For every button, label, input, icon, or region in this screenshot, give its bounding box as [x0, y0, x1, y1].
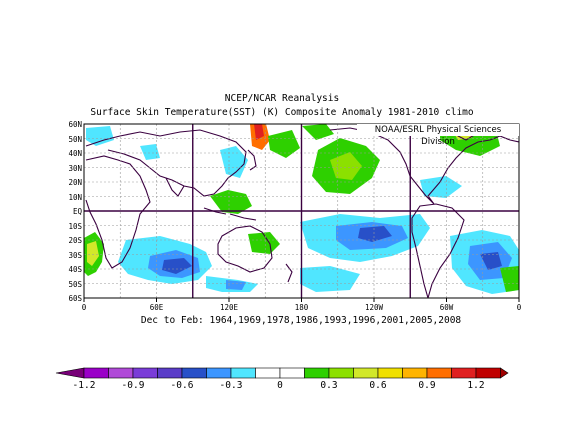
colorbar-swatch: [377, 367, 403, 379]
chart-title: NCEP/NCAR Reanalysis: [224, 93, 340, 104]
colorbar-label: -0.9: [121, 380, 145, 391]
lon-label: 180: [294, 303, 309, 312]
lon-label: 0: [81, 303, 87, 312]
anomaly-shading: [84, 124, 519, 294]
region-box-lines: [84, 124, 519, 298]
credit-label: NOAA/ESRL Physical Sciences Division: [357, 124, 519, 147]
lat-label: 60N: [68, 120, 82, 129]
colorbar-swatch: [328, 367, 354, 379]
colorbar-swatch: [83, 367, 109, 379]
colorbar-label: 0.3: [320, 380, 338, 391]
colorbar: [55, 367, 509, 379]
colorbar-swatch: [157, 367, 183, 379]
lat-label: 10S: [68, 222, 82, 231]
lon-label: 0: [516, 303, 522, 312]
lat-label: 60S: [68, 294, 82, 303]
lat-label: 20S: [68, 236, 82, 245]
lon-label: 120E: [219, 303, 239, 312]
coast-australia: [217, 225, 273, 273]
colorbar-swatch: [402, 367, 428, 379]
lat-label: 20N: [68, 178, 82, 187]
colorbar-low-arrow: [55, 367, 85, 379]
colorbar-high-arrow: [500, 367, 509, 379]
colorbar-swatch: [353, 367, 379, 379]
colorbar-label: 0: [277, 380, 283, 391]
colorbar-swatch: [181, 367, 207, 379]
colorbar-swatch: [426, 367, 452, 379]
lat-label: 40N: [68, 149, 82, 158]
colorbar-swatch: [206, 367, 232, 379]
coast-africa: [85, 155, 151, 269]
coast-eurasia: [85, 129, 247, 197]
lat-label: 40S: [68, 265, 82, 274]
colorbar-swatch: [304, 367, 330, 379]
lat-label: 30S: [68, 251, 82, 260]
lat-label: EQ: [72, 207, 82, 216]
colorbar-label: 0.9: [418, 380, 436, 391]
lon-label: 60E: [149, 303, 164, 312]
lat-label: 50S: [68, 280, 82, 289]
colorbar-swatch: [132, 367, 158, 379]
composite-years-label: Dec to Feb: 1964,1969,1978,1986,1993,199…: [140, 315, 462, 326]
colorbar-label: 0.6: [369, 380, 387, 391]
colorbar-swatch: [475, 367, 501, 379]
shading-maritime-warm: [210, 190, 252, 214]
lat-label: 10N: [68, 193, 82, 202]
colorbar-label: -0.6: [170, 380, 194, 391]
colorbar-swatch: [451, 367, 477, 379]
lat-label: 30N: [68, 164, 82, 173]
colorbar-swatch: [279, 367, 305, 379]
lat-label: 50N: [68, 135, 82, 144]
colorbar-swatch: [230, 367, 256, 379]
colorbar-swatch: [108, 367, 134, 379]
lon-label: 60W: [439, 303, 454, 312]
colorbar-label: -1.2: [72, 380, 96, 391]
colorbar-swatch: [255, 367, 281, 379]
chart-subtitle: Surface Skin Temperature(SST) (K) Compos…: [90, 107, 474, 118]
lon-label: 120W: [364, 303, 384, 312]
colorbar-label: 1.2: [467, 380, 485, 391]
colorbar-label: -0.3: [219, 380, 243, 391]
coast-south-america: [411, 203, 465, 298]
